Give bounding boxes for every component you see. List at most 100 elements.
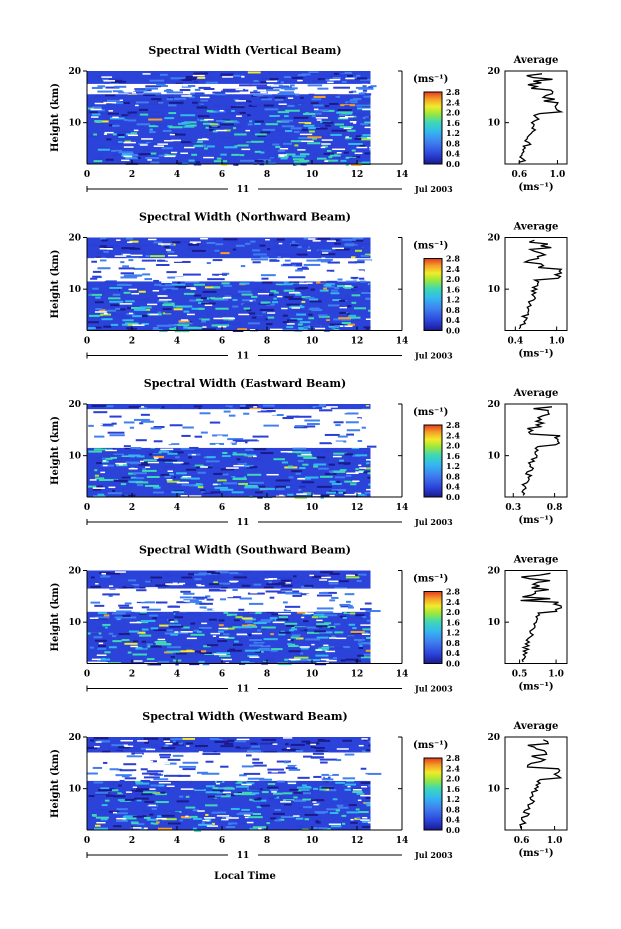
heatmap-cell xyxy=(351,598,359,600)
heatmap-cell xyxy=(252,455,257,458)
heatmap-cell xyxy=(287,104,295,107)
colorbar-tick-label: 0.0 xyxy=(446,659,460,669)
x-tick-label: 2 xyxy=(129,670,135,680)
heatmap-cell xyxy=(147,159,152,161)
heatmap-cell xyxy=(276,253,292,256)
heatmap-cell xyxy=(294,825,303,828)
heatmap-cell xyxy=(369,661,371,664)
panel-title: Spectral Width (Eastward Beam) xyxy=(144,377,346,390)
heatmap-cell xyxy=(217,811,227,814)
heatmap-cell xyxy=(158,643,172,646)
heatmap-cell xyxy=(257,410,272,413)
heatmap-cell xyxy=(122,152,134,155)
heatmap-cell xyxy=(116,308,126,311)
heatmap-cell xyxy=(138,142,152,145)
heatmap-cell xyxy=(369,290,371,293)
heatmap-cell xyxy=(271,414,277,416)
heatmap-cell xyxy=(112,116,119,119)
heatmap-cell xyxy=(255,327,264,330)
heatmap-cell xyxy=(223,630,235,633)
heatmap-cell xyxy=(247,592,265,595)
heatmap-cell xyxy=(222,76,234,78)
heatmap-cell xyxy=(211,450,219,453)
heatmap-cell xyxy=(359,644,363,647)
heatmap-cell xyxy=(301,740,311,743)
heatmap-cell xyxy=(266,583,281,586)
panel-title: Spectral Width (Westward Beam) xyxy=(142,710,347,723)
heatmap-cell xyxy=(260,274,276,277)
x-tick-label: 0 xyxy=(84,836,90,846)
heatmap-cell xyxy=(282,417,294,420)
heatmap-cell xyxy=(214,795,222,798)
heatmap-cell xyxy=(198,660,205,663)
heatmap-cell xyxy=(148,407,161,410)
heatmap-cell xyxy=(256,806,262,809)
heatmap-cell xyxy=(219,109,224,112)
heatmap-cell xyxy=(145,255,150,258)
heatmap-cell xyxy=(263,751,277,754)
heatmap-cell xyxy=(134,753,143,756)
heatmap-cell xyxy=(105,94,116,97)
heatmap-cell xyxy=(256,87,274,90)
heatmap-cell xyxy=(95,616,110,619)
heatmap-cell xyxy=(132,640,139,643)
heatmap-cell xyxy=(195,745,203,748)
heatmap-cell xyxy=(194,829,202,832)
heatmap-cell xyxy=(165,259,172,261)
heatmap-cell xyxy=(111,313,115,316)
heatmap-cell xyxy=(346,610,353,613)
heatmap-cell xyxy=(369,81,371,84)
heatmap-cell xyxy=(219,737,230,740)
heatmap-cell xyxy=(121,159,130,162)
heatmap-cell xyxy=(238,97,248,100)
heatmap-cell xyxy=(89,314,104,317)
heatmap-cell xyxy=(315,654,329,657)
heatmap-cell xyxy=(118,267,135,270)
heatmap-cell xyxy=(91,312,95,315)
heatmap-cell xyxy=(196,286,203,289)
heatmap-cell xyxy=(121,614,131,617)
heatmap-cell xyxy=(355,808,360,811)
colorbar-tick-label: 1.2 xyxy=(446,128,460,138)
x-tick-label: 4 xyxy=(174,836,180,846)
heatmap-cell xyxy=(339,615,347,618)
heatmap-cell xyxy=(321,257,326,260)
heatmap-cell xyxy=(93,448,108,451)
heatmap-cell xyxy=(259,778,272,781)
heatmap-cell xyxy=(203,608,215,611)
heatmap-cell xyxy=(364,116,370,119)
heatmap-cell xyxy=(192,432,197,435)
heatmap-cell xyxy=(353,245,365,248)
heatmap-cell xyxy=(244,485,258,488)
heatmap-cell xyxy=(216,791,227,794)
heatmap-cell xyxy=(233,822,248,825)
heatmap-cell xyxy=(164,774,182,777)
heatmap-cell xyxy=(179,582,186,585)
heatmap-cell xyxy=(185,600,202,603)
heatmap-cell xyxy=(334,631,344,634)
heatmap-cell xyxy=(301,481,315,484)
heatmap-cell xyxy=(330,289,339,292)
heatmap-cell xyxy=(165,311,174,314)
heatmap-cell xyxy=(275,479,291,482)
heatmap-cell xyxy=(320,146,326,149)
heatmap-cell xyxy=(148,118,163,121)
heatmap-cell xyxy=(190,815,198,818)
heatmap-cell xyxy=(308,313,313,316)
heatmap-cell xyxy=(166,98,174,101)
heatmap-cell xyxy=(107,448,113,451)
heatmap-cell xyxy=(287,782,297,785)
heatmap-cell xyxy=(274,245,281,248)
heatmap-cell xyxy=(94,435,105,438)
heatmap-cell xyxy=(199,96,210,99)
heatmap-cell xyxy=(366,804,371,807)
heatmap-cell xyxy=(286,747,291,750)
heatmap-cell xyxy=(316,607,334,610)
heatmap-cell xyxy=(138,108,149,111)
heatmap-cell xyxy=(239,774,247,777)
heatmap-cell xyxy=(260,91,267,94)
heatmap-cell xyxy=(159,616,169,619)
heatmap-cell xyxy=(115,461,126,464)
heatmap-cell xyxy=(256,741,272,744)
heatmap-cell xyxy=(153,778,169,781)
